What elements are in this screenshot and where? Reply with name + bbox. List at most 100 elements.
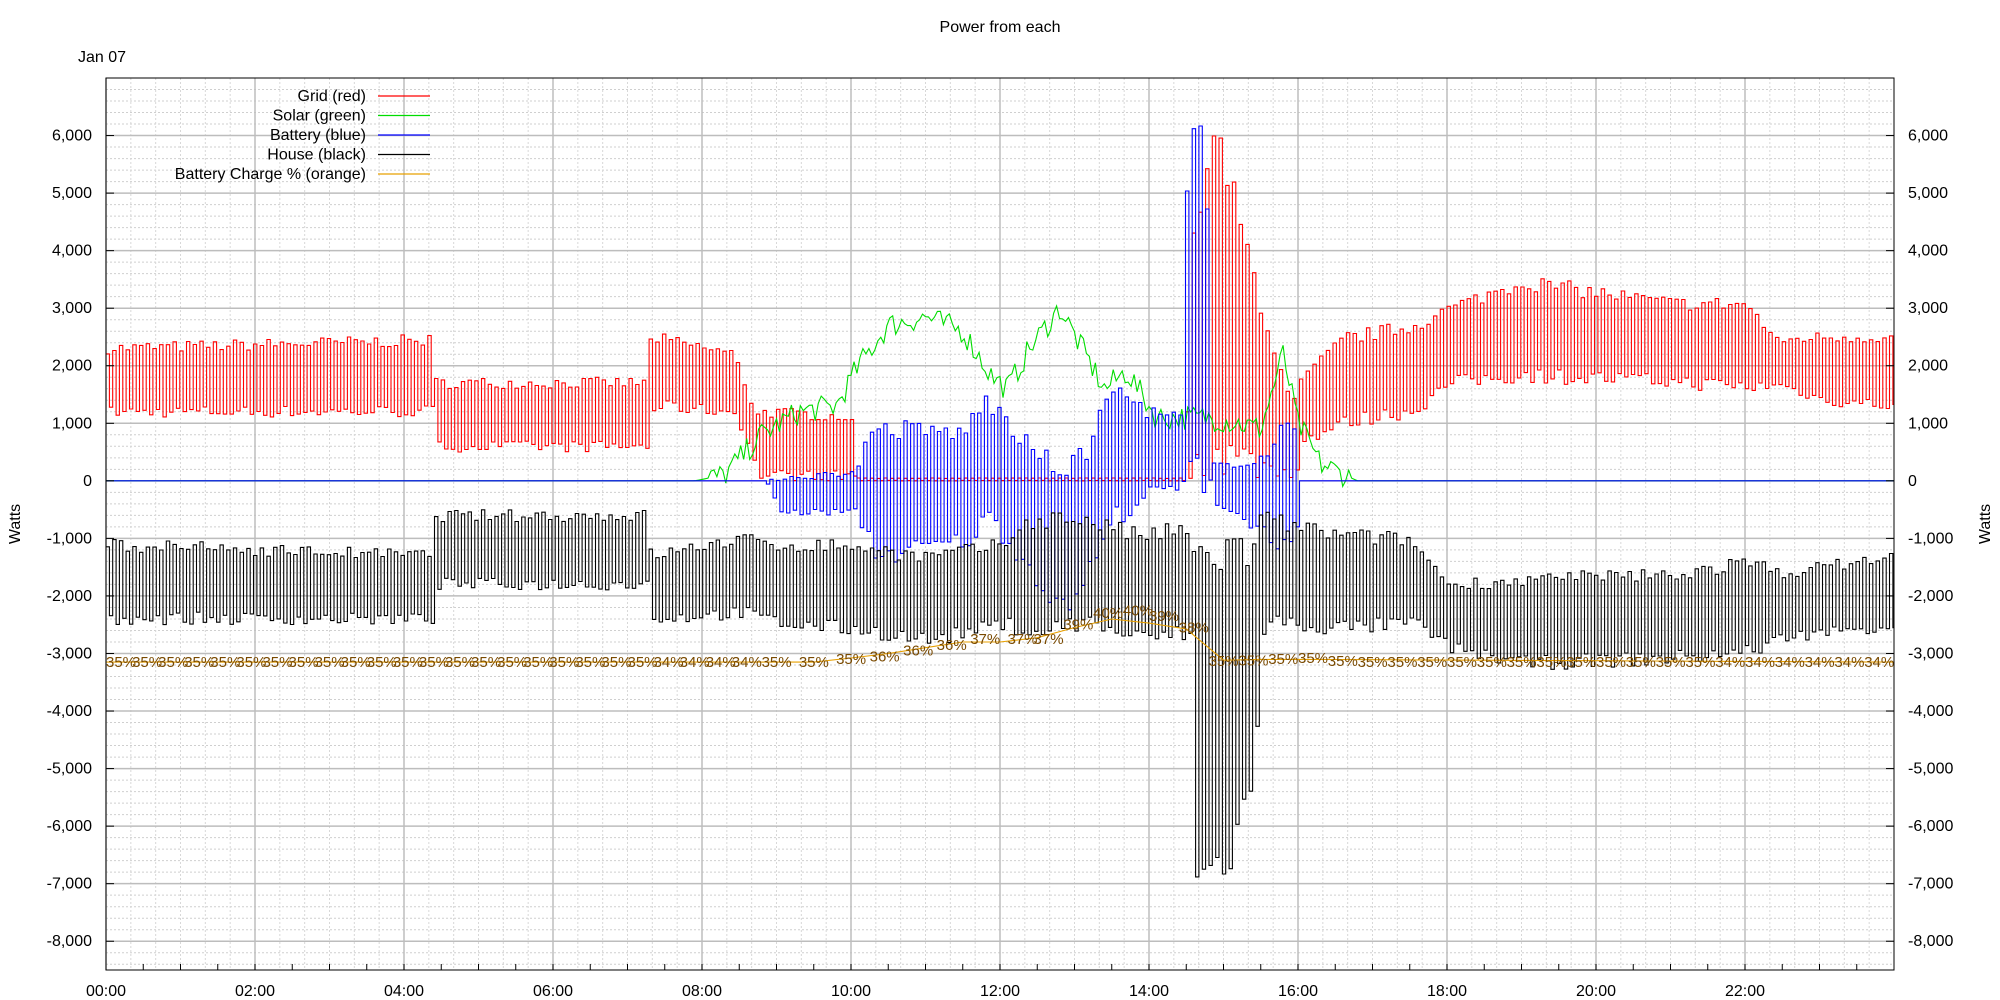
- charge-label: 35%: [158, 654, 188, 671]
- grid-layer: [105, 78, 1894, 970]
- charge-label: 35%: [799, 654, 829, 671]
- x-tick-label: 06:00: [533, 983, 573, 1000]
- charge-label: 34%: [1864, 654, 1894, 671]
- charge-label: 35%: [1656, 654, 1686, 671]
- charge-label: 34%: [706, 654, 736, 671]
- charge-label: 35%: [1685, 654, 1715, 671]
- y-tick-label-left: -8,000: [47, 933, 92, 950]
- y-tick-label-right: -7,000: [1908, 876, 1953, 893]
- y-axis-label-left: Watts: [7, 504, 24, 544]
- charge-label: 35%: [601, 654, 631, 671]
- y-tick-label-right: 6,000: [1908, 128, 1948, 145]
- y-tick-label-left: 2,000: [52, 358, 92, 375]
- charge-label: 35%: [1536, 654, 1566, 671]
- y-tick-label-left: -5,000: [47, 761, 92, 778]
- charge-label: 35%: [1417, 654, 1447, 671]
- y-tick-label-right: -4,000: [1908, 703, 1953, 720]
- charge-label: 35%: [549, 654, 579, 671]
- charge-label: 35%: [1566, 654, 1596, 671]
- y-tick-label-right: 2,000: [1908, 358, 1948, 375]
- charge-label: 39%: [1149, 608, 1179, 625]
- y-tick-label-right: 0: [1908, 473, 1917, 490]
- legend-label: House (black): [267, 147, 366, 164]
- x-tick-label: 10:00: [831, 983, 871, 1000]
- y-tick-label-right: -2,000: [1908, 588, 1953, 605]
- y-tick-label-left: 0: [83, 473, 92, 490]
- charge-label: 35%: [1358, 654, 1388, 671]
- charge-label: 35%: [523, 654, 553, 671]
- charge-label: 34%: [1775, 654, 1805, 671]
- charge-label: 34%: [1805, 654, 1835, 671]
- charge-label: 35%: [1209, 653, 1239, 670]
- charge-label: 35%: [471, 654, 501, 671]
- charge-label: 35%: [497, 654, 527, 671]
- y-tick-label-right: -6,000: [1908, 818, 1953, 835]
- charge-label: 37%: [1034, 631, 1064, 648]
- charge-labels-layer: 35%35%35%35%35%35%35%35%35%35%35%35%35%3…: [106, 602, 1894, 671]
- series-line-3: [106, 509, 1894, 878]
- y-tick-label-left: -6,000: [47, 818, 92, 835]
- charge-label: 34%: [654, 654, 684, 671]
- y-tick-label-right: -3,000: [1908, 645, 1953, 662]
- charge-label: 36%: [937, 637, 967, 654]
- x-tick-label: 00:00: [86, 983, 126, 1000]
- x-tick-label: 14:00: [1129, 983, 1169, 1000]
- x-tick-label: 04:00: [384, 983, 424, 1000]
- charge-label: 35%: [262, 654, 292, 671]
- charge-label: 35%: [315, 654, 345, 671]
- x-tick-label: 22:00: [1725, 983, 1765, 1000]
- charge-label: 35%: [445, 654, 475, 671]
- charge-label: 39%: [1063, 617, 1093, 634]
- y-tick-label-right: 1,000: [1908, 415, 1948, 432]
- charge-label: 35%: [1387, 654, 1417, 671]
- y-tick-label-left: 1,000: [52, 415, 92, 432]
- series-line-4: [106, 618, 1895, 663]
- y-tick-label-right: 3,000: [1908, 300, 1948, 317]
- y-axis-label-right: Watts: [1977, 504, 1994, 544]
- charge-label: 35%: [341, 654, 371, 671]
- axis-layer: 6,000 6,000 5,000 5,000 4,000 4,000 3,000 3,000…: [47, 128, 1954, 1000]
- series-layer: [106, 125, 1895, 878]
- charge-label: 35%: [1447, 654, 1477, 671]
- x-tick-label: 12:00: [980, 983, 1020, 1000]
- x-tick-label: 20:00: [1576, 983, 1616, 1000]
- charge-label: 35%: [628, 654, 658, 671]
- charge-label: 36%: [870, 648, 900, 665]
- date-label: Jan 07: [78, 49, 126, 66]
- charge-label: 34%: [732, 654, 762, 671]
- y-tick-label-left: 6,000: [52, 128, 92, 145]
- charge-label: 34%: [1834, 654, 1864, 671]
- legend-label: Battery Charge % (orange): [175, 166, 366, 183]
- charge-label: 35%: [393, 654, 423, 671]
- charge-label: 35%: [236, 654, 266, 671]
- chart-title: Power from each: [940, 19, 1061, 36]
- charge-label: 37%: [1007, 631, 1037, 648]
- y-tick-label-right: -5,000: [1908, 761, 1953, 778]
- y-tick-label-left: 5,000: [52, 185, 92, 202]
- y-tick-label-right: -8,000: [1908, 933, 1953, 950]
- y-tick-label-left: 4,000: [52, 243, 92, 260]
- y-tick-label-left: 3,000: [52, 300, 92, 317]
- charge-label: 37%: [970, 631, 1000, 648]
- charge-label: 40%: [1093, 605, 1123, 622]
- charge-label: 35%: [132, 654, 162, 671]
- y-tick-label-left: -4,000: [47, 703, 92, 720]
- charge-label: 34%: [1745, 654, 1775, 671]
- charge-label: 35%: [289, 654, 319, 671]
- y-tick-label-right: 4,000: [1908, 243, 1948, 260]
- charge-label: 35%: [1268, 651, 1298, 668]
- charge-label: 36%: [903, 643, 933, 660]
- charge-label: 35%: [184, 654, 214, 671]
- x-tick-label: 18:00: [1427, 983, 1467, 1000]
- charge-label: 35%: [762, 654, 792, 671]
- charge-label: 35%: [836, 651, 866, 668]
- x-tick-label: 16:00: [1278, 983, 1318, 1000]
- legend-label: Battery (blue): [270, 127, 366, 144]
- y-tick-label-right: -1,000: [1908, 530, 1953, 547]
- charge-label: 40%: [1123, 602, 1153, 619]
- charge-label: 35%: [1596, 654, 1626, 671]
- y-tick-label-left: -2,000: [47, 588, 92, 605]
- y-tick-label-right: 5,000: [1908, 185, 1948, 202]
- charge-label: 35%: [367, 654, 397, 671]
